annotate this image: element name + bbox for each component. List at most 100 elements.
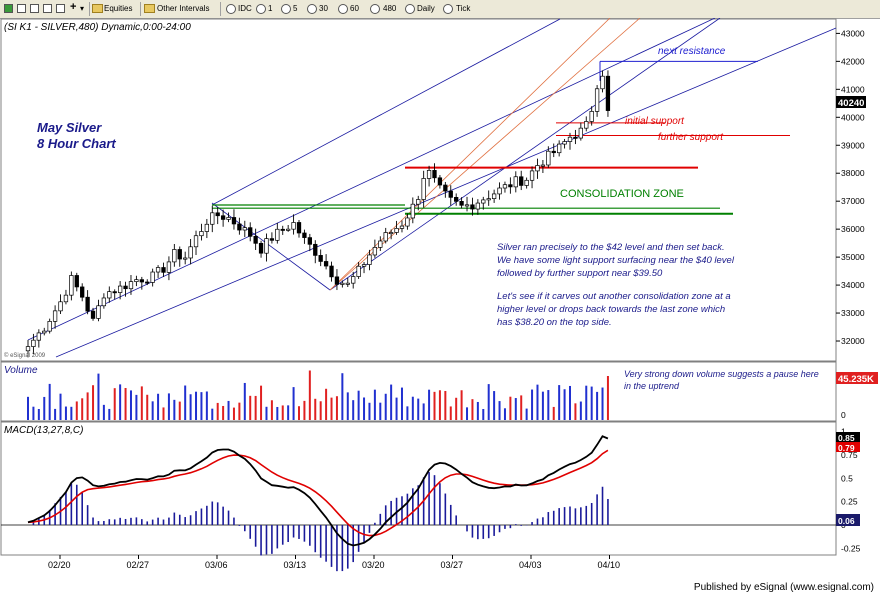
volume-bar	[390, 384, 393, 420]
candle	[25, 346, 31, 352]
volume-bar	[216, 402, 219, 420]
volume-bar	[514, 398, 517, 420]
candle	[584, 121, 589, 129]
volume-bar	[281, 405, 284, 420]
page-icon[interactable]	[30, 4, 39, 13]
comment-p2-l3: has $38.20 on the top side.	[497, 317, 612, 328]
candle	[69, 275, 74, 296]
candle	[231, 217, 237, 225]
layout-icon[interactable]	[17, 4, 26, 13]
volume-bar	[27, 396, 29, 420]
price-panel[interactable]	[0, 18, 837, 362]
green-grid-icon[interactable]	[4, 4, 13, 13]
volume-bar	[43, 396, 46, 420]
candle	[210, 212, 215, 225]
chart-canvas[interactable]: (SI K1 - SILVER,480) Dynamic,0:00-24:00 …	[0, 18, 880, 598]
signal-flag-text: 0.79	[838, 443, 855, 453]
candle	[275, 228, 280, 241]
add-icon[interactable]: +	[70, 1, 77, 13]
signal-line	[27, 449, 609, 537]
macd-tick-label: 0.25	[841, 497, 858, 507]
time-tick-label: 04/10	[598, 560, 621, 570]
candle	[432, 170, 437, 179]
interval-1-button[interactable]: 1	[268, 4, 273, 13]
volume-bar	[287, 405, 290, 420]
candle	[155, 267, 161, 273]
volume-bar	[70, 406, 73, 420]
price-tick-label: 38000	[841, 168, 865, 178]
volume-bar	[119, 384, 122, 420]
candle	[117, 285, 123, 293]
macd-tick-label: 0.75	[841, 450, 858, 460]
candle	[264, 238, 269, 254]
candle	[52, 310, 58, 322]
volume-bar	[471, 399, 474, 420]
time-tick-label: 03/13	[284, 560, 307, 570]
esignal-watermark: © eSignal 2009	[4, 352, 46, 359]
candle	[286, 228, 291, 231]
idc-button[interactable]: IDC	[238, 4, 252, 13]
candle	[356, 265, 361, 277]
tick-icon	[443, 4, 453, 14]
channel-connector	[211, 202, 331, 291]
candle	[454, 197, 459, 202]
volume-label: Volume	[4, 365, 38, 376]
chart-header: (SI K1 - SILVER,480) Dynamic,0:00-24:00	[4, 22, 191, 33]
candle	[557, 143, 562, 154]
volume-bar	[384, 393, 387, 420]
macd-flags: 0.85 0.79 0.06	[836, 432, 860, 526]
candle	[372, 247, 378, 256]
daily-icon	[405, 4, 415, 14]
dropdown-arrow-icon[interactable]: ▾	[80, 4, 85, 13]
candle	[540, 164, 546, 167]
volume-bar	[81, 398, 84, 420]
table-icon[interactable]	[43, 4, 52, 13]
candle	[248, 227, 253, 237]
volume-bar	[48, 383, 51, 420]
volume-bar	[563, 389, 566, 420]
volume-bar	[400, 387, 403, 420]
candle	[361, 264, 367, 267]
interval-30-button[interactable]: 30	[319, 4, 328, 13]
equities-menu[interactable]: Equities	[104, 4, 133, 13]
volume-bar	[525, 408, 528, 420]
candle	[134, 279, 139, 282]
candle	[334, 276, 340, 285]
candle	[459, 201, 464, 206]
time-tick-label: 02/27	[127, 560, 150, 570]
title-line-1: May Silver	[37, 120, 102, 135]
volume-bar	[363, 397, 366, 420]
candle	[177, 249, 182, 260]
volume-bar	[211, 408, 214, 420]
interval-30-icon	[307, 4, 317, 14]
volume-bar	[298, 406, 300, 420]
candle	[502, 184, 508, 189]
candle	[172, 249, 177, 263]
candle	[551, 150, 556, 154]
macd-tick-label: 0.5	[841, 473, 853, 483]
candle	[226, 217, 231, 220]
volume-bar	[135, 394, 138, 420]
daily-button[interactable]: Daily	[417, 4, 435, 13]
interval-60-button[interactable]: 60	[350, 4, 359, 13]
window-icon[interactable]	[56, 4, 65, 13]
candle	[519, 176, 524, 186]
candle	[323, 261, 329, 267]
volume-bar	[585, 385, 588, 420]
candle	[529, 170, 535, 181]
tick-button[interactable]: Tick	[456, 4, 471, 13]
candle	[345, 282, 350, 285]
interval-480-button[interactable]: 480	[383, 4, 397, 13]
volume-flag: 45.235K	[836, 372, 878, 385]
interval-5-button[interactable]: 5	[293, 4, 298, 13]
candle	[291, 222, 296, 230]
volume-bars: 0	[27, 370, 846, 420]
candle	[215, 212, 220, 217]
candle	[383, 232, 388, 242]
other-intervals-menu[interactable]: Other Intervals	[157, 4, 210, 13]
candle	[443, 184, 448, 192]
price-flag-text: 40240	[838, 98, 864, 109]
lower-channel-line	[55, 27, 837, 358]
price-tick-label: 33000	[841, 308, 865, 318]
volume-bar	[335, 396, 338, 420]
